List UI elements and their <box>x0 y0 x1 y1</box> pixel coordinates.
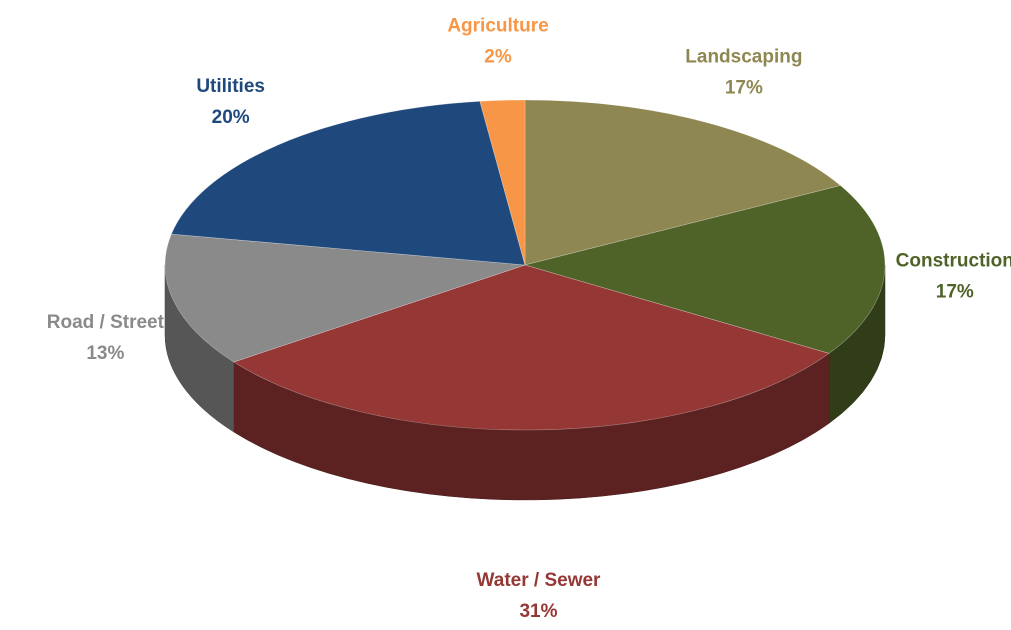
slice-label: Road / Street <box>47 312 165 333</box>
slice-label: Construction <box>896 250 1011 271</box>
slice <box>523 185 886 354</box>
slice-value-label: 2% <box>484 46 512 67</box>
slice <box>170 100 526 266</box>
slice <box>479 99 526 266</box>
slice-label: Utilities <box>196 76 265 97</box>
slice-value-label: 17% <box>725 77 763 98</box>
slice-value-label: 20% <box>212 107 250 128</box>
slice <box>233 264 830 431</box>
slice-label: Water / Sewer <box>477 570 602 591</box>
slice-side <box>164 264 235 433</box>
slice <box>524 99 842 266</box>
slice-label: Landscaping <box>685 46 802 67</box>
slice <box>164 233 526 363</box>
slice-label: Agriculture <box>447 15 548 36</box>
slice-value-label: 13% <box>86 343 124 364</box>
slice-value-label: 31% <box>519 601 557 622</box>
slice-value-label: 17% <box>936 281 974 302</box>
